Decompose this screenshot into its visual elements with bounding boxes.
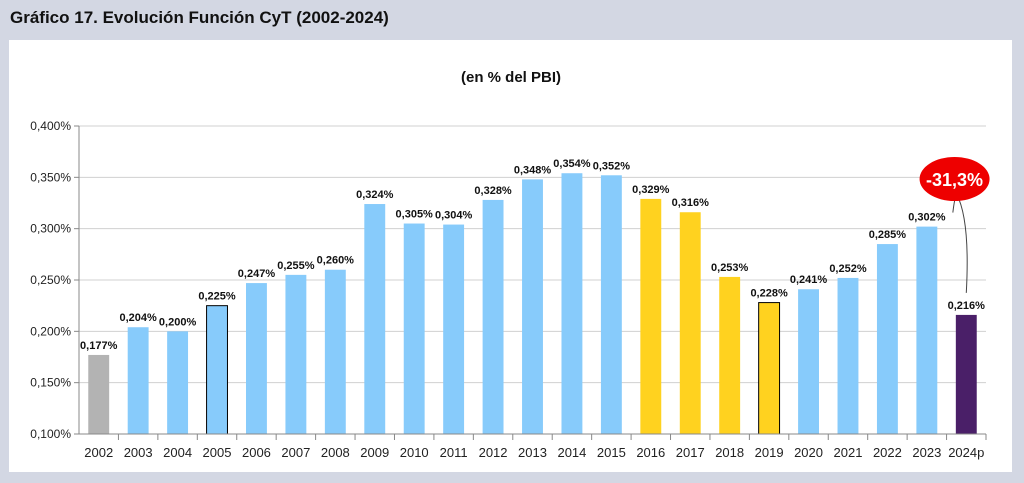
value-label-2006: 0,247% (238, 268, 276, 280)
x-tick-label-2002: 2002 (84, 445, 113, 460)
bar-2015 (600, 175, 622, 434)
y-tick-label: 0,250% (30, 273, 71, 287)
value-label-2012: 0,328% (474, 185, 512, 197)
bar-2017 (679, 212, 701, 434)
bar-2010 (403, 223, 425, 434)
value-label-2002: 0,177% (80, 340, 118, 352)
value-label-2003: 0,204% (119, 312, 157, 324)
bar-2004 (167, 331, 189, 434)
bar-2007 (285, 274, 307, 434)
value-label-2023: 0,302% (908, 212, 946, 224)
value-label-2021: 0,252% (829, 263, 867, 275)
value-label-2009: 0,324% (356, 189, 394, 201)
change-badge (919, 157, 990, 201)
annotation-line-to (956, 193, 968, 293)
x-tick-label-2017: 2017 (676, 445, 705, 460)
value-label-2024p: 0,216% (948, 300, 986, 312)
y-axis: 0,100% 0,150% 0,200% 0,250% 0,300% 0,350% 0,40… (30, 119, 80, 441)
chart-panel: (en % del PBI) 0,100% 0,150% 0,200% 0,250% 0… (9, 40, 1012, 472)
value-label-2014: 0,354% (553, 158, 591, 170)
x-tick-label-2023: 2023 (912, 445, 941, 460)
x-tick-label-2022: 2022 (873, 445, 902, 460)
bar-2018 (719, 276, 741, 434)
x-tick-label-2024p: 2024p (948, 445, 984, 460)
y-tick-label: 0,400% (30, 119, 71, 133)
x-tick-label-2013: 2013 (518, 445, 547, 460)
value-label-2011: 0,304% (435, 210, 473, 222)
bar-chart: (en % del PBI) 0,100%0,150%0,200%0,250%0… (30, 69, 990, 460)
bar-2024p (955, 314, 977, 434)
value-label-2004: 0,200% (159, 316, 197, 328)
x-tick-label-2015: 2015 (597, 445, 626, 460)
value-label-2010: 0,305% (396, 209, 434, 221)
x-tick-label-2006: 2006 (242, 445, 271, 460)
bar-2013 (522, 179, 543, 434)
value-label-2015: 0,352% (593, 160, 631, 172)
bar-2023 (916, 226, 938, 434)
figure-title: Gráfico 17. Evolución Función CyT (2002-… (10, 8, 389, 27)
value-label-2019: 0,228% (750, 288, 788, 300)
x-tick-label-2010: 2010 (400, 445, 429, 460)
x-tick-label-2005: 2005 (203, 445, 232, 460)
x-tick-label-2007: 2007 (281, 445, 310, 460)
bar-2003 (127, 327, 149, 434)
bars (88, 173, 977, 435)
x-tick-label-2018: 2018 (715, 445, 744, 460)
x-tick-label-2019: 2019 (755, 445, 784, 460)
x-tick-label-2008: 2008 (321, 445, 350, 460)
value-label-2008: 0,260% (317, 255, 355, 267)
y-tick-label: 0,300% (30, 222, 71, 236)
x-tick-label-2016: 2016 (636, 445, 665, 460)
bar-2005 (206, 305, 228, 435)
bar-2002 (88, 354, 110, 434)
y-tick-label: 0,350% (30, 170, 71, 184)
bar-2008 (324, 269, 346, 434)
x-tick-label-2021: 2021 (834, 445, 863, 460)
x-tick-label-2014: 2014 (557, 445, 586, 460)
y-tick-label: 0,100% (30, 427, 71, 441)
bar-2011 (443, 224, 465, 434)
x-tick-label-2009: 2009 (360, 445, 389, 460)
x-tick-label-2012: 2012 (479, 445, 508, 460)
value-label-2007: 0,255% (277, 260, 315, 272)
change-annotation: -31,3% (919, 157, 990, 293)
value-label-2018: 0,253% (711, 262, 749, 274)
bar-2016 (640, 198, 662, 434)
y-tick-label: 0,150% (30, 376, 71, 390)
chart-title: (en % del PBI) (461, 69, 561, 86)
x-tick-label-2004: 2004 (163, 445, 192, 460)
bar-2021 (837, 277, 859, 434)
x-tick-label-2020: 2020 (794, 445, 823, 460)
bar-2014 (561, 173, 583, 434)
bar-2022 (876, 244, 898, 434)
value-label-2016: 0,329% (632, 184, 670, 196)
x-axis: 2002 2003 2004 2005 2006 2007 2008 2009 2010 2011… (79, 433, 987, 460)
value-label-2013: 0,348% (514, 164, 552, 176)
bar-2019 (758, 302, 781, 435)
bar-2006 (246, 283, 267, 434)
bar-2009 (364, 204, 386, 434)
value-labels: 0,177% 0,204% 0,200% 0,225%0,247%0,255% 0,26… (80, 158, 985, 352)
change-badge-label: -31,3% (926, 170, 983, 190)
value-label-2020: 0,241% (790, 274, 828, 286)
x-tick-label-2003: 2003 (124, 445, 153, 460)
value-label-2022: 0,285% (869, 229, 907, 241)
value-label-2005: 0,225% (198, 291, 236, 303)
bar-2012 (482, 199, 504, 434)
y-tick-label: 0,200% (30, 324, 71, 338)
x-tick-label-2011: 2011 (440, 445, 468, 460)
value-label-2017: 0,316% (672, 197, 710, 209)
bar-2020 (798, 289, 819, 434)
